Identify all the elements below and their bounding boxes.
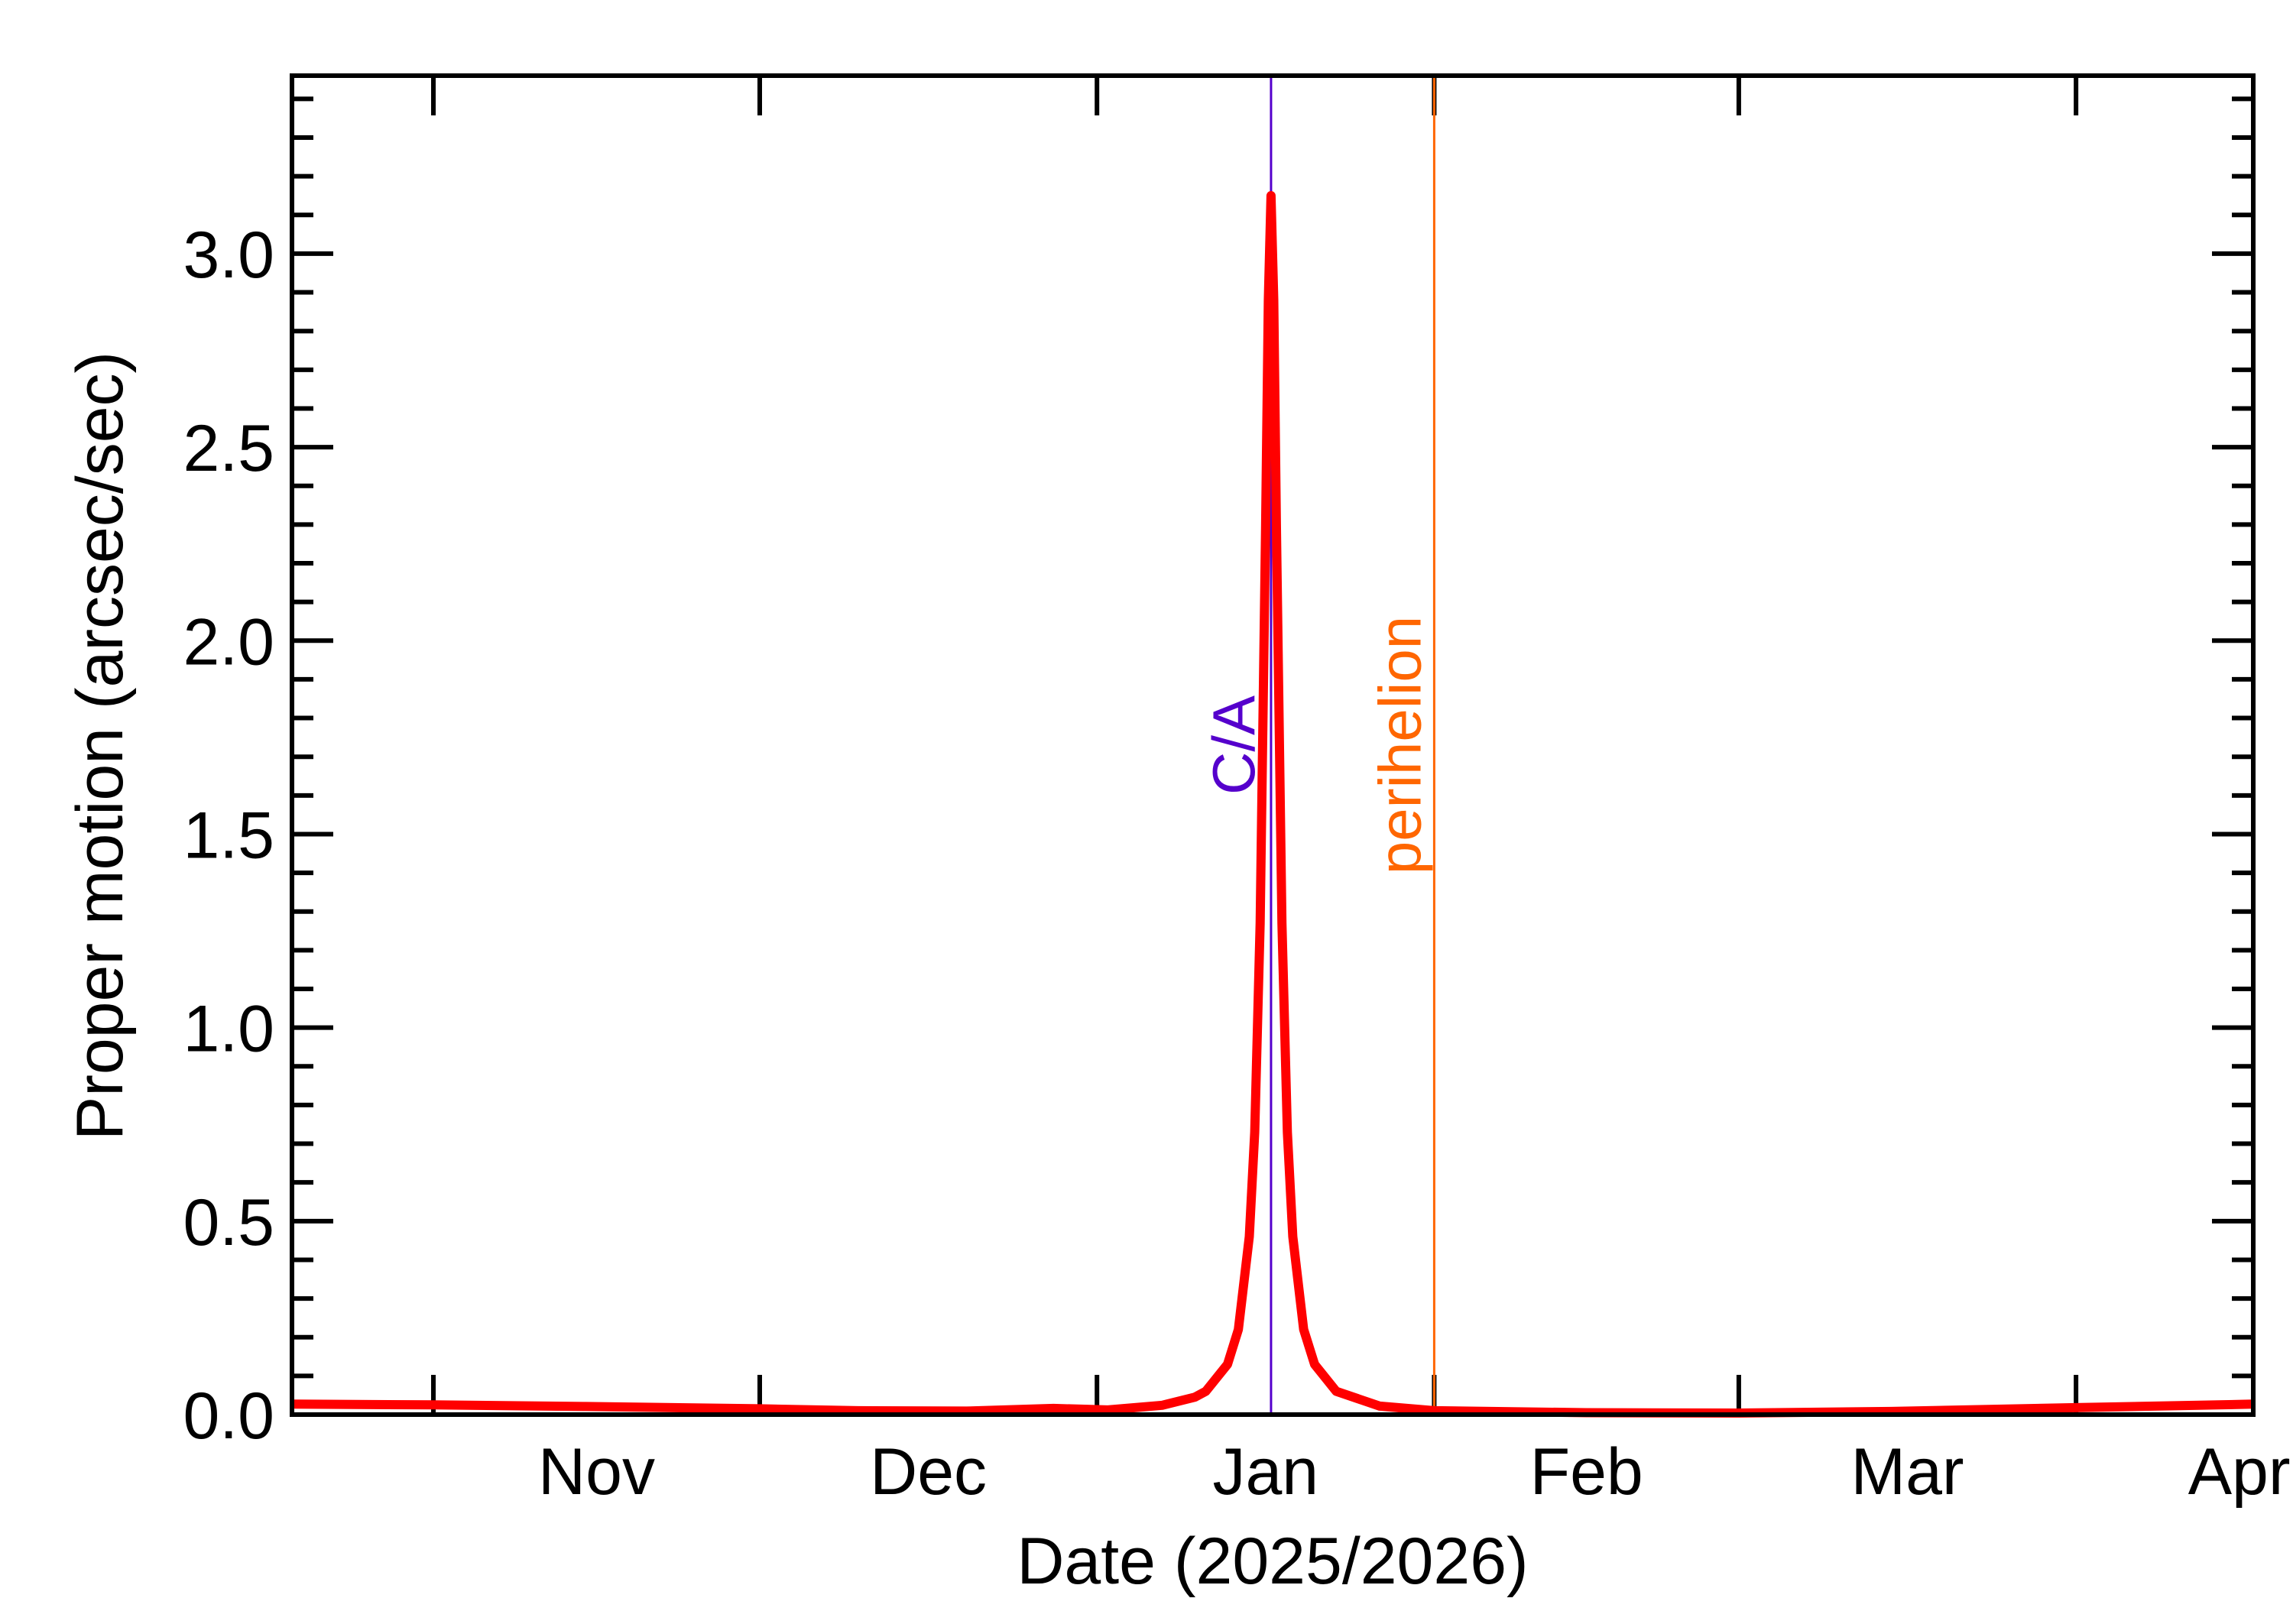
y-tick-label: 2.5: [183, 412, 274, 485]
y-tick-label: 0.5: [183, 1186, 274, 1259]
x-tick-label: Feb: [1530, 1435, 1643, 1509]
x-tick-label: Dec: [870, 1435, 987, 1509]
closest-approach-label: C/A: [1200, 695, 1267, 795]
y-tick-label: 3.0: [183, 219, 274, 292]
x-tick-label: Apr: [2188, 1435, 2291, 1509]
y-tick-labels: 0.0 0.5 1.0 1.5 2.0 2.5 3.0: [183, 219, 274, 1453]
y-tick-label: 0.0: [183, 1379, 274, 1453]
x-tick-label: Mar: [1850, 1435, 1964, 1509]
proper-motion-series: [291, 191, 2254, 1418]
y-tick-label: 2.0: [183, 605, 274, 679]
x-tick-labels: Nov Dec Jan Feb Mar Apr: [538, 1435, 2290, 1509]
y-tick-label: 1.0: [183, 993, 274, 1066]
x-axis-label: Date (2025/2026): [1017, 1525, 1528, 1598]
y-tick-label: 1.5: [183, 799, 274, 872]
x-tick-label: Nov: [538, 1435, 655, 1509]
event-labels: C/A perihelion: [1200, 616, 1433, 874]
x-tick-label: Jan: [1212, 1435, 1318, 1509]
y-axis-label: Proper motion (arcsec/sec): [63, 352, 137, 1140]
perihelion-label: perihelion: [1366, 616, 1433, 874]
plot-frame: [290, 73, 2256, 1417]
